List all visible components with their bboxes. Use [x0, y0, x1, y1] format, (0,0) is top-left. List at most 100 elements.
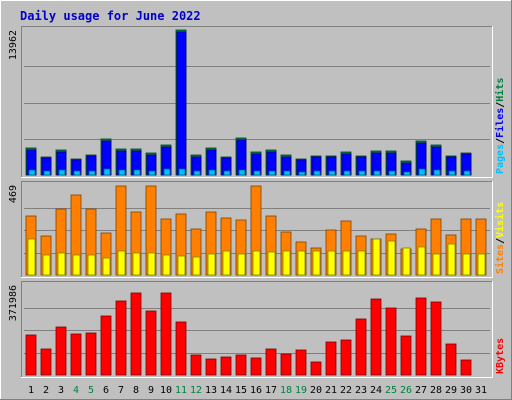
bar-pages: [133, 169, 141, 176]
bar-files: [176, 31, 187, 176]
x-tick-label: 9: [148, 385, 154, 396]
bar-visits: [297, 250, 306, 276]
bar-kbytes: [250, 357, 262, 376]
bar-visits: [207, 253, 216, 276]
bar-kbytes: [280, 353, 292, 376]
series-visits: [27, 238, 486, 276]
bar-kbytes: [235, 354, 247, 376]
x-tick-label: 31: [475, 385, 487, 396]
bar-visits: [327, 250, 336, 276]
bar-visits: [192, 256, 201, 276]
x-tick-label: 1: [28, 385, 34, 396]
bar-kbytes: [295, 349, 307, 376]
bar-pages: [298, 171, 306, 176]
bar-visits: [387, 240, 396, 276]
chart-panels: 13962Pages/Files/Hits469Sites/Visits3719…: [8, 26, 506, 378]
bar-kbytes: [115, 300, 127, 376]
bar-pages: [448, 170, 456, 176]
bar-visits: [447, 243, 456, 276]
bar-kbytes: [130, 292, 142, 376]
bar-visits: [462, 253, 471, 276]
legend-separator: /: [495, 238, 506, 244]
bar-visits: [432, 253, 441, 276]
bar-pages: [148, 170, 156, 176]
bar-kbytes: [355, 318, 367, 376]
legend-separator: /: [495, 138, 506, 144]
bar-visits: [162, 254, 171, 276]
y-max-label: 13962: [8, 30, 19, 60]
right-legend: Pages/Files/Hits: [494, 78, 506, 174]
panel-visits_sites: 469 Sites/Visits: [8, 181, 506, 278]
legend-kbytes: KBytes: [495, 338, 506, 374]
bar-visits: [27, 238, 36, 276]
bar-pages: [433, 169, 441, 176]
bar-visits: [237, 253, 246, 276]
bar-pages: [118, 169, 126, 176]
bar-kbytes: [55, 326, 67, 376]
x-tick-label: 11: [175, 385, 187, 396]
bar-kbytes: [70, 333, 82, 376]
bar-kbytes: [310, 361, 322, 376]
bar-visits: [417, 246, 426, 276]
x-tick-label: 28: [430, 385, 442, 396]
legend-separator: /: [495, 102, 506, 108]
x-tick-label: 12: [190, 385, 202, 396]
x-tick-label: 18: [280, 385, 292, 396]
bar-kbytes: [370, 298, 382, 376]
bar-pages: [253, 170, 261, 176]
x-tick-label: 19: [295, 385, 307, 396]
bar-visits: [147, 252, 156, 276]
bar-kbytes: [160, 292, 172, 376]
bar-visits: [117, 250, 126, 276]
chart-title: Daily usage for June 2022: [20, 9, 201, 23]
bar-kbytes: [40, 348, 52, 376]
legend-sites: Sites: [494, 244, 506, 274]
x-tick-label: 13: [205, 385, 217, 396]
bar-pages: [373, 170, 381, 176]
bar-visits: [402, 247, 411, 276]
x-tick-label: 4: [73, 385, 79, 396]
x-tick-label: 22: [340, 385, 352, 396]
bar-visits: [252, 250, 261, 276]
bar-pages: [223, 170, 231, 176]
bar-kbytes: [400, 335, 412, 376]
bar-pages: [268, 170, 276, 176]
legend-files: Files: [494, 108, 506, 138]
bar-visits: [177, 255, 186, 276]
bar-kbytes: [430, 301, 442, 376]
series-files: [26, 31, 472, 176]
x-tick-label: 10: [160, 385, 172, 396]
bar-pages: [58, 169, 66, 176]
bar-pages: [88, 170, 96, 176]
bar-visits: [42, 254, 51, 276]
bar-pages: [343, 170, 351, 176]
x-tick-label: 17: [265, 385, 277, 396]
bar-visits: [222, 250, 231, 276]
x-tick-label: 14: [220, 385, 232, 396]
bar-visits: [102, 257, 111, 276]
bar-kbytes: [100, 315, 112, 376]
legend-pages: Pages: [495, 144, 506, 174]
y-max-label: 469: [8, 185, 19, 203]
legend-hits: Hits: [494, 78, 506, 102]
x-tick-label: 21: [325, 385, 337, 396]
bar-visits: [132, 252, 141, 276]
x-tick-label: 5: [88, 385, 94, 396]
x-tick-label: 27: [415, 385, 427, 396]
x-tick-label: 25: [385, 385, 397, 396]
bar-kbytes: [340, 339, 352, 376]
bar-pages: [163, 168, 171, 176]
bar-kbytes: [445, 343, 457, 376]
bar-visits: [282, 250, 291, 276]
bar-kbytes: [205, 358, 217, 376]
bar-pages: [238, 169, 246, 176]
bar-visits: [477, 253, 486, 276]
bar-visits: [357, 250, 366, 276]
x-tick-label: 3: [58, 385, 64, 396]
x-tick-label: 24: [370, 385, 382, 396]
bar-visits: [372, 238, 381, 276]
right-legend: KBytes: [495, 338, 506, 374]
bar-kbytes: [190, 354, 202, 376]
bar-pages: [208, 169, 216, 176]
bar-pages: [73, 170, 81, 176]
